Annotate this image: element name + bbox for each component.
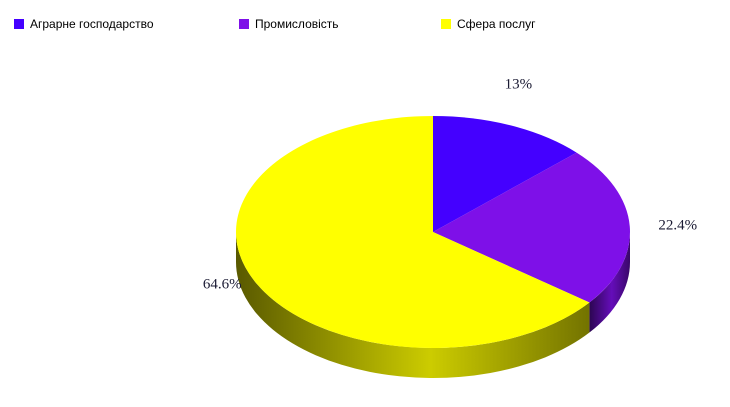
pie-labels: 13% 22.4% 64.6% bbox=[203, 77, 697, 293]
slice-label-industry: 22.4% bbox=[658, 217, 697, 233]
legend-label-industry: Промисловість bbox=[255, 17, 339, 31]
legend: Аграрне господарство Промисловість Сфера… bbox=[14, 16, 535, 32]
pie-side-industry bbox=[589, 232, 630, 333]
pie-sides bbox=[235, 232, 630, 379]
legend-item-agrarian: Аграрне господарство bbox=[14, 17, 239, 31]
pie-slice-agrarian bbox=[433, 116, 577, 232]
pie-tops bbox=[236, 116, 630, 348]
legend-swatch-agrarian bbox=[14, 19, 24, 29]
slice-label-agrarian: 13% bbox=[505, 77, 533, 93]
legend-label-agrarian: Аграрне господарство bbox=[30, 17, 154, 31]
pie-side-services bbox=[235, 232, 590, 379]
pie-slice-services bbox=[236, 116, 590, 348]
legend-item-services: Сфера послуг bbox=[441, 17, 535, 31]
slice-label-services: 64.6% bbox=[203, 277, 242, 293]
legend-item-industry: Промисловість bbox=[239, 17, 441, 31]
legend-swatch-services bbox=[441, 19, 451, 29]
legend-label-services: Сфера послуг bbox=[457, 17, 536, 31]
legend-swatch-industry bbox=[239, 19, 249, 29]
pie-slice-industry bbox=[433, 152, 630, 303]
